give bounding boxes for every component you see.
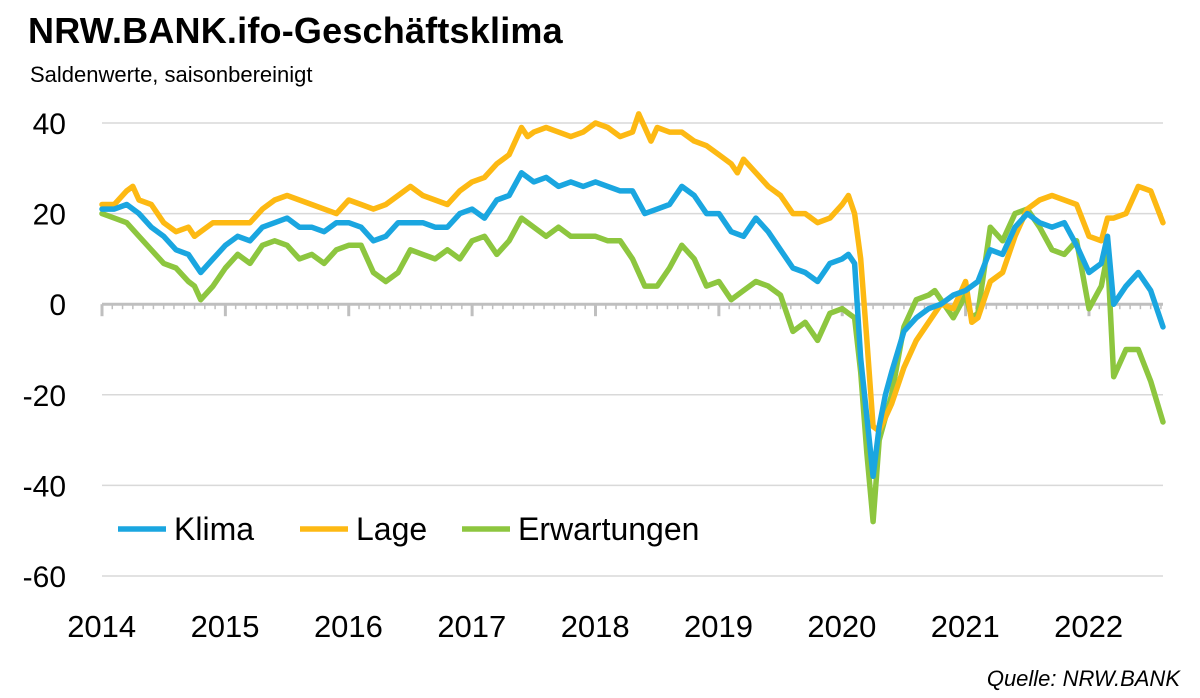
y-axis-tick-labels: 40 20 0 -20 -40 -60 — [23, 108, 66, 594]
x-tick-label: 2017 — [437, 609, 506, 644]
y-tick-label: -40 — [23, 470, 66, 503]
x-tick-label: 2018 — [561, 609, 630, 644]
y-tick-label: 20 — [33, 199, 66, 232]
x-tick-label: 2021 — [931, 609, 1000, 644]
legend-label-klima: Klima — [174, 511, 254, 547]
x-tick-label: 2020 — [807, 609, 876, 644]
legend: Klima Lage Erwartungen — [118, 511, 699, 547]
y-tick-label: 0 — [49, 289, 66, 322]
y-tick-label: -20 — [23, 380, 66, 413]
chart-subtitle: Saldenwerte, saisonbereinigt — [30, 62, 313, 87]
x-tick-label: 2022 — [1054, 609, 1123, 644]
x-tick-label: 2016 — [314, 609, 383, 644]
x-tick-label: 2014 — [67, 609, 136, 644]
series-line-klima — [99, 170, 1166, 480]
y-tick-label: 40 — [33, 108, 66, 141]
series-line-lage — [99, 111, 1166, 434]
legend-label-erwartungen: Erwartungen — [518, 511, 699, 547]
y-tick-label: -60 — [23, 561, 66, 594]
chart-title: NRW.BANK.ifo-Geschäftsklima — [28, 10, 563, 51]
legend-label-lage: Lage — [356, 511, 427, 547]
source-note: Quelle: NRW.BANK — [986, 666, 1180, 691]
x-tick-label: 2019 — [684, 609, 753, 644]
x-axis-tick-labels: 2014 2015 2016 2017 2018 2019 2020 2021 2022 — [67, 609, 1123, 644]
x-tick-label: 2015 — [191, 609, 260, 644]
grid-lines — [100, 122, 1163, 577]
series-lines — [99, 111, 1166, 525]
